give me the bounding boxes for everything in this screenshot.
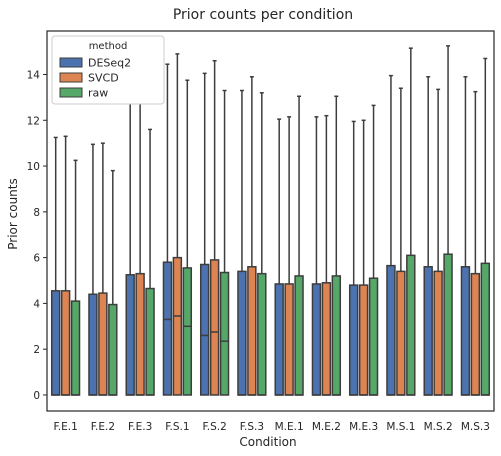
box-svcd xyxy=(396,270,406,396)
x-tick-label: M.S.1 xyxy=(386,421,415,433)
plot-area: 0 2 4 6 8 10 12 14 F.E.1 F.E.2 F.E.3 F.S.1 F.S.2 F.S.… xyxy=(27,30,495,433)
x-tick-label: F.S.3 xyxy=(240,421,264,433)
box-deseq2 xyxy=(125,274,135,396)
x-tick-label: F.S.2 xyxy=(202,421,226,433)
box-raw xyxy=(406,254,416,396)
x-axis-label: Condition xyxy=(239,435,296,449)
box-svcd xyxy=(135,272,145,396)
box-raw xyxy=(219,271,230,396)
box-svcd xyxy=(98,292,108,396)
box-raw xyxy=(443,253,453,396)
box-deseq2 xyxy=(50,290,61,396)
box-deseq2 xyxy=(460,266,471,396)
box-deseq2 xyxy=(386,264,396,396)
y-tick-label: 8 xyxy=(33,207,40,219)
box-deseq2 xyxy=(274,283,284,396)
y-tick-label: 2 xyxy=(33,344,40,356)
box-raw xyxy=(108,303,118,396)
box-deseq2 xyxy=(199,263,210,396)
box-raw xyxy=(182,267,193,396)
x-tick-label: M.E.3 xyxy=(349,421,378,433)
x-tick-label: M.S.3 xyxy=(461,421,490,433)
legend-swatch-deseq2 xyxy=(59,57,83,68)
y-axis-label: Prior counts xyxy=(6,178,20,250)
box-svcd xyxy=(284,283,294,396)
chart-title: Prior counts per condition xyxy=(173,7,353,23)
legend-swatch-raw xyxy=(59,87,83,98)
box-svcd xyxy=(172,256,183,396)
legend-label-raw: raw xyxy=(88,87,108,100)
x-tick-label: M.S.2 xyxy=(424,421,453,433)
legend-frame xyxy=(51,35,165,105)
box-deseq2 xyxy=(162,261,173,396)
legend-label-deseq2: DESeq2 xyxy=(88,57,131,70)
x-tick-label: M.E.1 xyxy=(275,421,304,433)
y-tick-label: 10 xyxy=(27,161,40,173)
box-svcd xyxy=(433,270,443,396)
box-deseq2 xyxy=(88,293,98,396)
box-deseq2 xyxy=(423,266,433,396)
box-svcd xyxy=(321,282,332,396)
x-tick-label: F.E.1 xyxy=(53,421,77,433)
x-tick-label: F.E.2 xyxy=(91,421,115,433)
box-raw xyxy=(145,287,155,396)
box-svcd xyxy=(247,266,257,396)
legend-title: method xyxy=(89,41,128,52)
y-tick-label: 4 xyxy=(33,298,40,310)
box-deseq2 xyxy=(311,283,322,396)
box-raw xyxy=(257,272,267,396)
box-raw xyxy=(70,300,81,396)
box-deseq2 xyxy=(237,270,247,396)
y-tick-label: 14 xyxy=(27,69,41,81)
box-raw xyxy=(331,275,342,396)
box-svcd xyxy=(470,272,481,396)
x-tick-label: M.E.2 xyxy=(312,421,341,433)
y-tick-label: 12 xyxy=(27,115,40,127)
x-tick-label: F.E.3 xyxy=(128,421,152,433)
y-tick-label: 0 xyxy=(33,390,40,402)
box-raw xyxy=(368,277,379,396)
box-deseq2 xyxy=(348,284,359,396)
plot-frame xyxy=(46,30,495,412)
box-raw xyxy=(294,275,304,396)
box-svcd xyxy=(358,284,369,396)
legend-swatch-svcd xyxy=(59,72,83,83)
x-tick-label: F.S.1 xyxy=(165,421,189,433)
box-raw xyxy=(480,262,491,396)
legend-label-svcd: SVCD xyxy=(88,72,119,85)
legend: method DESeq2 SVCD raw xyxy=(51,35,165,105)
y-tick-label: 6 xyxy=(33,253,40,265)
box-svcd xyxy=(60,290,71,396)
box-svcd xyxy=(209,259,220,396)
